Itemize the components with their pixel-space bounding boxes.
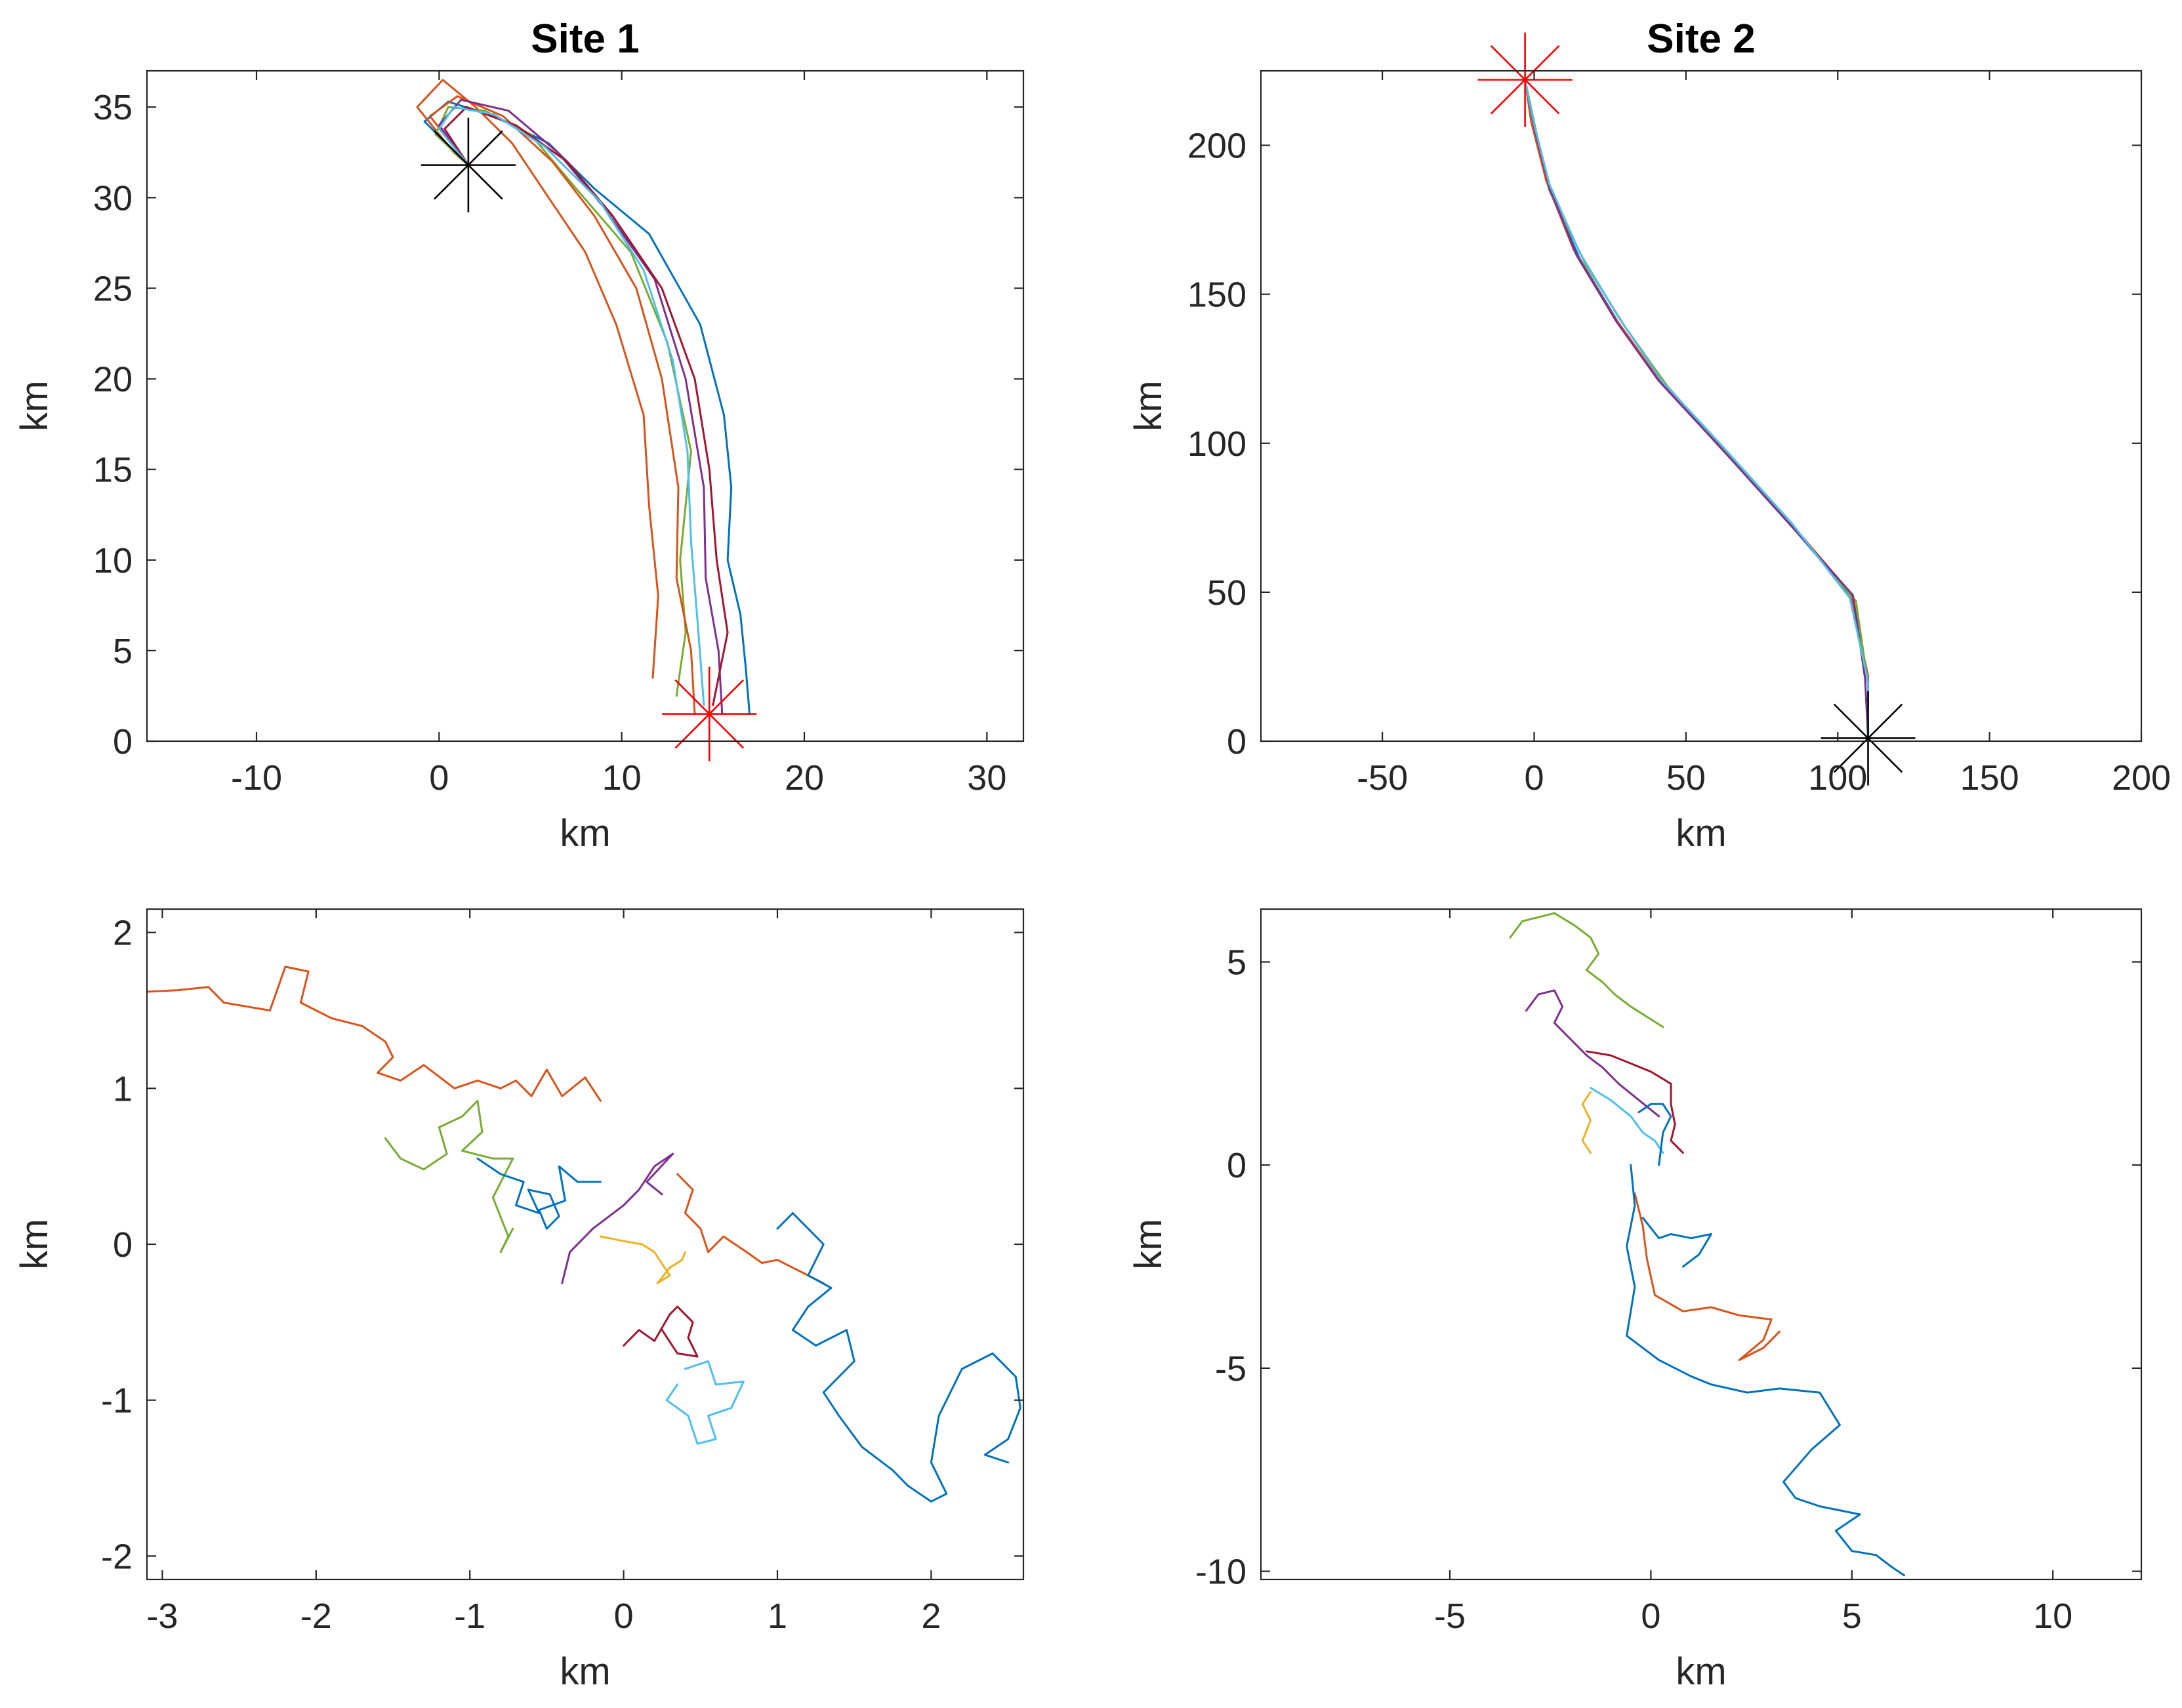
series-track-purple <box>1525 989 1660 1118</box>
plot-area <box>416 79 751 716</box>
x-tick-label: 200 <box>2112 758 2171 798</box>
start-marker <box>662 666 757 762</box>
chart-title: Site 2 <box>1647 16 1755 62</box>
chart-title: Site 1 <box>531 16 639 62</box>
x-tick-label: 20 <box>785 758 824 798</box>
y-tick-label: 20 <box>93 360 133 399</box>
x-tick-label: -3 <box>146 1596 178 1636</box>
axes-site1: -10 0 10 20 30 0 5 10 15 20 25 30 35 km km Site 1 <box>13 16 1025 855</box>
series-track-purple <box>561 1152 674 1284</box>
x-axis-label: km <box>1676 1650 1726 1693</box>
end-marker <box>1821 691 1916 786</box>
x-tick-label: 0 <box>429 758 449 798</box>
series-track-darkred <box>623 1305 699 1358</box>
axes-box <box>146 70 1025 742</box>
axes-box <box>1260 70 2143 742</box>
y-tick-label: 200 <box>1187 127 1246 166</box>
y-axis-label: km <box>1127 1219 1170 1269</box>
x-tick-label: -1 <box>454 1596 485 1636</box>
series-track-yellow <box>599 1235 686 1284</box>
x-tick-label: 1 <box>768 1596 787 1636</box>
y-tick-label: 10 <box>93 541 133 580</box>
series-track-2 <box>416 79 659 679</box>
x-axis-label: km <box>560 1650 610 1693</box>
y-tick-label: 5 <box>113 632 133 671</box>
x-tick-label: -2 <box>300 1596 332 1636</box>
x-axis-label: km <box>1676 812 1726 855</box>
series-track-blue-tangle <box>476 1157 602 1230</box>
series-track-cyan <box>1590 1087 1664 1154</box>
x-tick-label: 100 <box>1808 758 1867 798</box>
x-tick-label: 50 <box>1666 758 1706 798</box>
x-tick-label: 5 <box>1842 1596 1862 1636</box>
y-tick-label: 2 <box>113 914 133 953</box>
series-track-1 <box>423 100 751 716</box>
series-track-orange-long <box>147 966 602 1102</box>
y-tick-label: 0 <box>1227 1146 1246 1185</box>
plot-area <box>1524 79 1869 739</box>
series-track-orange-mid <box>676 1173 825 1284</box>
axes-box <box>1260 908 2143 1581</box>
y-tick-label: -1 <box>101 1381 133 1421</box>
y-axis-label: km <box>1127 380 1170 431</box>
end-marker <box>421 117 516 213</box>
series-track-4 <box>428 95 696 716</box>
series-track-7 <box>438 106 705 706</box>
y-tick-label: 30 <box>93 178 133 218</box>
x-tick-label: -10 <box>231 758 282 798</box>
y-tick-label: -2 <box>101 1537 133 1576</box>
x-tick-label: 30 <box>967 758 1006 798</box>
axes-site2-detail: -5 0 5 10 -10 -5 0 5 km km <box>1127 908 2143 1693</box>
y-tick-label: 25 <box>93 269 133 308</box>
y-tick-label: 1 <box>113 1069 133 1108</box>
x-tick-label: 2 <box>921 1596 941 1636</box>
series-track-blue-mid <box>1641 1217 1712 1268</box>
series-track-blue-long <box>776 1212 1021 1503</box>
y-tick-label: 100 <box>1187 424 1246 464</box>
x-tick-label: 0 <box>614 1596 634 1636</box>
x-tick-label: -5 <box>1434 1596 1466 1636</box>
x-tick-label: 0 <box>1524 758 1544 798</box>
y-tick-label: 0 <box>113 722 133 762</box>
series-track-3 <box>434 106 692 697</box>
x-tick-label: 10 <box>2033 1596 2072 1636</box>
y-axis-label: km <box>13 1219 56 1269</box>
x-tick-label: -50 <box>1357 758 1408 798</box>
series-track-blue-long <box>1626 1164 1905 1577</box>
y-tick-label: 150 <box>1187 275 1246 315</box>
axes-site1-detail: -3 -2 -1 0 1 2 -2 -1 0 1 2 km km <box>13 908 1025 1693</box>
y-tick-label: 50 <box>1207 573 1246 613</box>
axes-site2: -50 0 50 100 150 200 0 50 100 150 200 km km Site 2 <box>1127 16 2171 855</box>
series-track-blue-upper <box>1637 1103 1672 1166</box>
series-track-6 <box>443 106 729 706</box>
series-track-5 <box>1524 79 1869 739</box>
y-tick-label: 0 <box>113 1225 133 1265</box>
x-tick-label: 10 <box>602 758 642 798</box>
series-track-yellow <box>1581 1091 1592 1154</box>
y-tick-label: 35 <box>93 88 133 127</box>
y-tick-label: -5 <box>1215 1349 1246 1389</box>
x-tick-label: 0 <box>1641 1596 1660 1636</box>
series-track-green <box>1509 912 1664 1028</box>
plot-area <box>147 966 1021 1503</box>
series-track-5 <box>438 98 724 716</box>
y-tick-label: -10 <box>1195 1553 1246 1592</box>
y-axis-label: km <box>13 380 56 431</box>
start-marker <box>1477 32 1573 127</box>
x-tick-label: 150 <box>1960 758 2019 798</box>
x-axis-label: km <box>560 812 610 855</box>
series-track-green <box>384 1099 514 1253</box>
plot-area <box>1509 912 1905 1577</box>
series-track-orange <box>1634 1192 1781 1361</box>
y-tick-label: 5 <box>1227 943 1246 983</box>
y-tick-label: 0 <box>1227 722 1246 762</box>
series-track-darkred <box>1585 1050 1684 1154</box>
y-tick-label: 15 <box>93 451 133 490</box>
series-track-cyan <box>665 1360 745 1445</box>
